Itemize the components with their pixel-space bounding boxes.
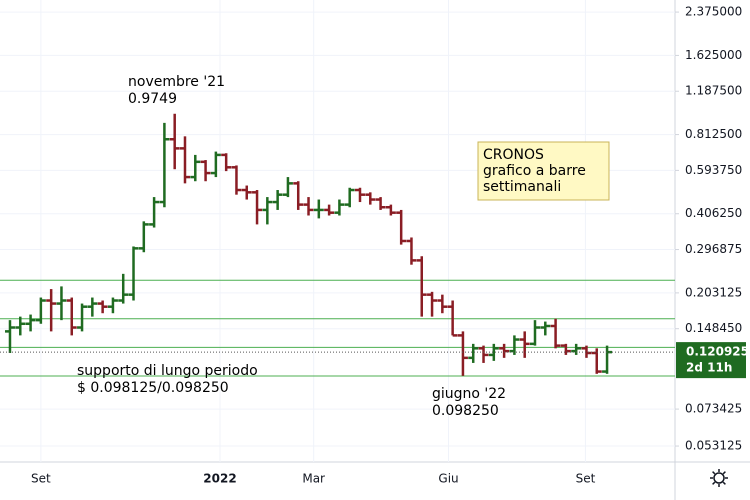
annotation: novembre '21 xyxy=(128,74,225,90)
last-price-box xyxy=(676,342,746,379)
y-tick-label: 0.593750 xyxy=(685,163,742,177)
y-tick-label: 1.625000 xyxy=(685,48,742,62)
y-tick-label: 2.375000 xyxy=(685,5,742,19)
annotation: supporto di lungo periodo xyxy=(77,363,258,379)
x-tick-label: Mar xyxy=(302,472,325,486)
last-price-label: 0.120925 xyxy=(686,345,749,359)
countdown-label: 2d 11h xyxy=(686,361,732,375)
x-tick-label: Giu xyxy=(438,472,458,486)
note-text: CRONOS xyxy=(483,147,544,163)
annotation: $ 0.098125/0.098250 xyxy=(77,380,229,396)
y-tick-label: 0.203125 xyxy=(685,285,742,299)
y-tick-label: 0.073425 xyxy=(685,402,742,416)
gear[interactable] xyxy=(713,472,725,484)
annotation: 0.098250 xyxy=(432,403,499,419)
y-tick-label: 0.296875 xyxy=(685,242,742,256)
x-tick-label: Set xyxy=(31,472,51,486)
note-text: settimanali xyxy=(483,179,561,195)
x-tick-label: 2022 xyxy=(203,472,236,486)
annotation: giugno '22 xyxy=(432,386,506,402)
gear-teeth[interactable] xyxy=(710,469,728,487)
y-tick-label: 0.148450 xyxy=(685,321,742,335)
y-tick-label: 0.406250 xyxy=(685,206,742,220)
annotation: 0.9749 xyxy=(128,91,177,107)
note-box xyxy=(477,141,610,201)
note-text: grafico a barre xyxy=(483,163,586,179)
y-tick-label: 0.812500 xyxy=(685,127,742,141)
x-tick-label: Set xyxy=(576,472,596,486)
settings-icon[interactable] xyxy=(710,469,728,487)
y-tick-label: 0.053125 xyxy=(685,439,742,453)
y-tick-label: 1.187500 xyxy=(685,84,742,98)
